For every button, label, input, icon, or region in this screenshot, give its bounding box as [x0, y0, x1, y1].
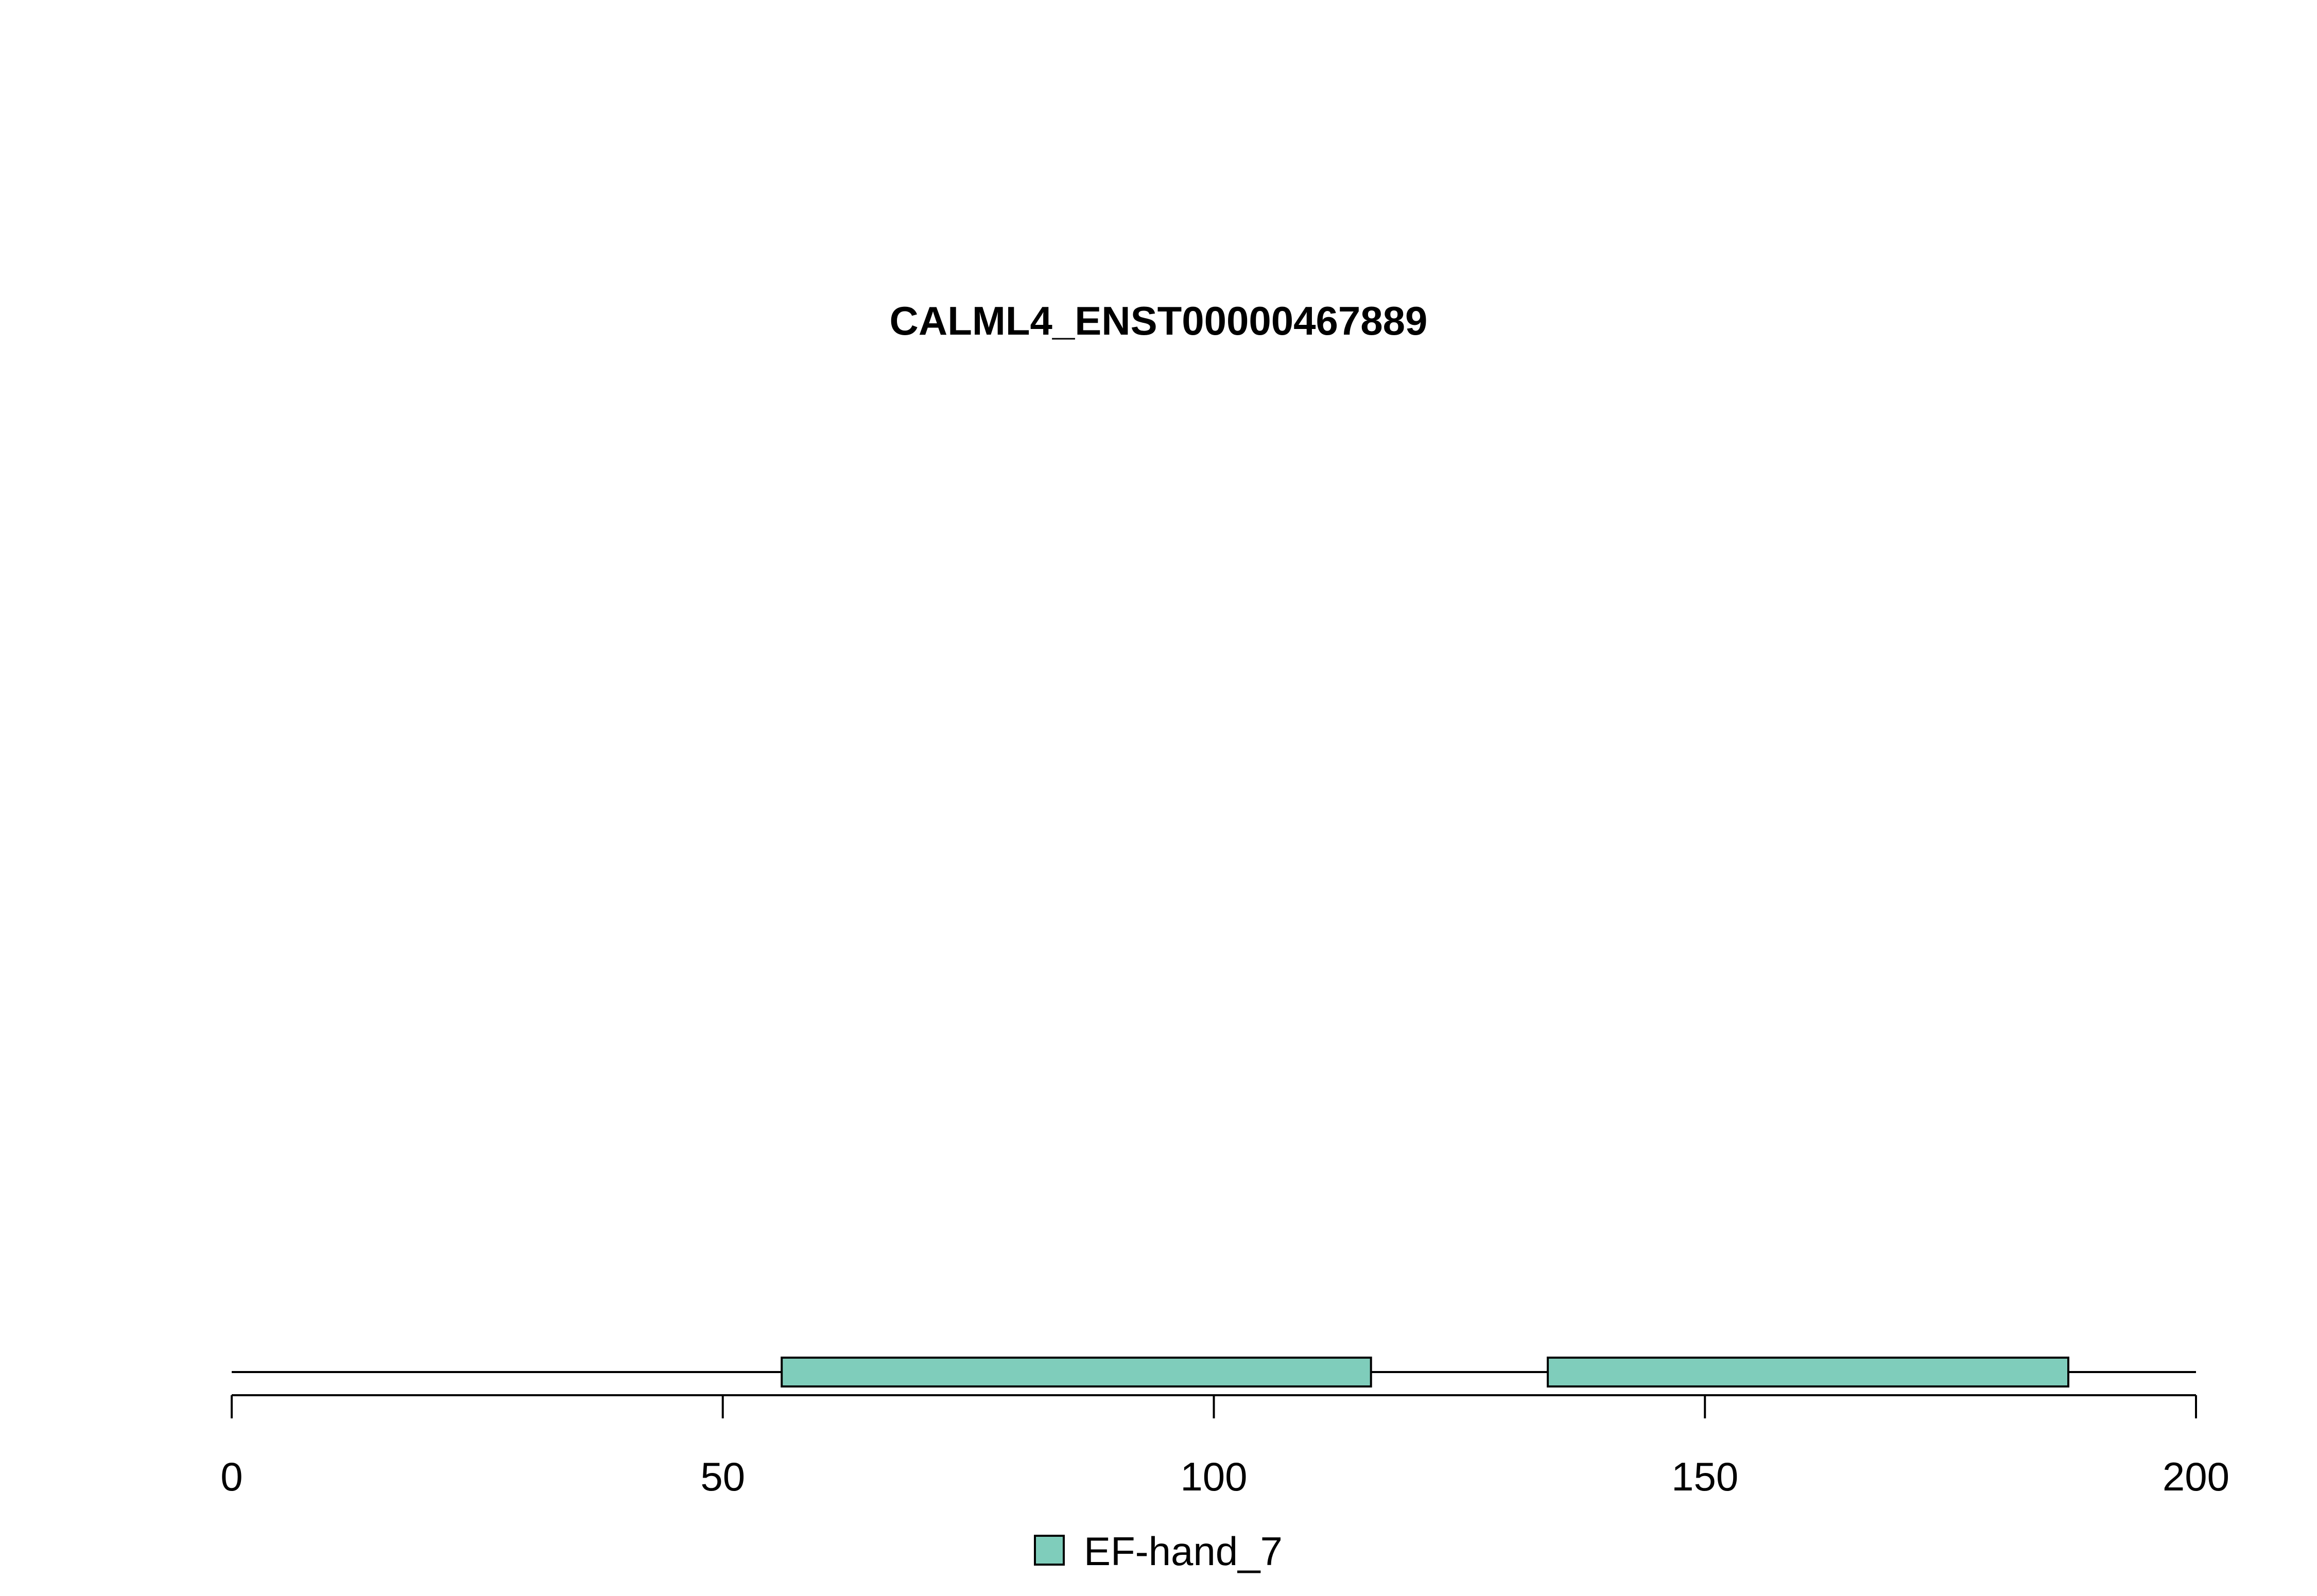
domain-box — [781, 1357, 1372, 1387]
x-tick-label: 100 — [1180, 1454, 1247, 1499]
domain-box — [1547, 1357, 2070, 1387]
x-tick-label: 0 — [220, 1454, 243, 1499]
x-axis: 0 50 100 150 200 — [220, 1394, 2229, 1499]
x-tick-label: 150 — [1671, 1454, 1738, 1499]
chart-title: CALML4_ENST00000467889 — [890, 298, 1428, 343]
x-tick-label: 50 — [700, 1454, 745, 1499]
legend: EF-hand_7 — [1034, 1529, 1283, 1574]
x-tick-label: 200 — [2163, 1454, 2229, 1499]
legend-label: EF-hand_7 — [1084, 1529, 1283, 1574]
legend-swatch — [1034, 1535, 1065, 1566]
domain-group — [781, 1357, 2070, 1387]
